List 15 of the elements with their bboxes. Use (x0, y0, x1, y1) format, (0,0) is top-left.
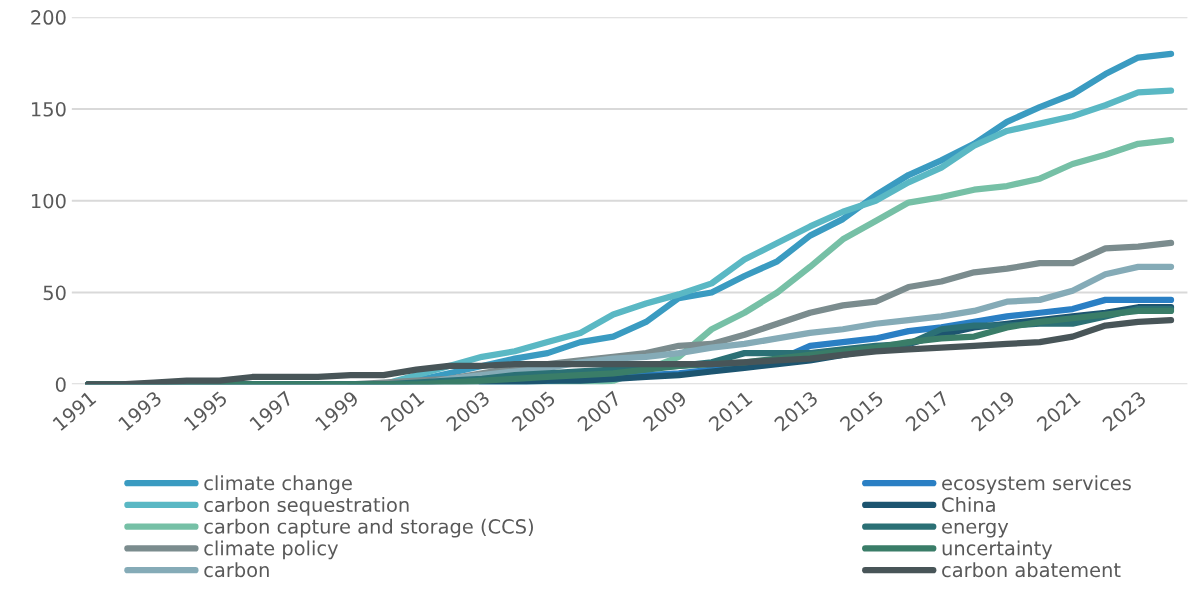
legend-label: carbon capture and storage (CCS) (204, 518, 533, 538)
legend-label: carbon (204, 562, 269, 578)
legend-label: climate policy (204, 540, 339, 560)
legend-label: energy (942, 522, 1009, 538)
legend-label: China (942, 497, 995, 513)
legend-label: uncertainty (942, 540, 1053, 560)
legend-label: climate change (204, 475, 352, 495)
legend-label: carbon sequestration (204, 497, 409, 516)
y-tick-label: 100 (31, 193, 66, 209)
y-tick-label: 200 (31, 10, 66, 25)
legend-label: ecosystem services (942, 475, 1131, 495)
y-tick-label: 0 (55, 377, 66, 392)
y-tick-label: 50 (43, 285, 66, 301)
legend-label: carbon abatement (942, 562, 1121, 578)
y-tick-label: 150 (31, 101, 66, 117)
